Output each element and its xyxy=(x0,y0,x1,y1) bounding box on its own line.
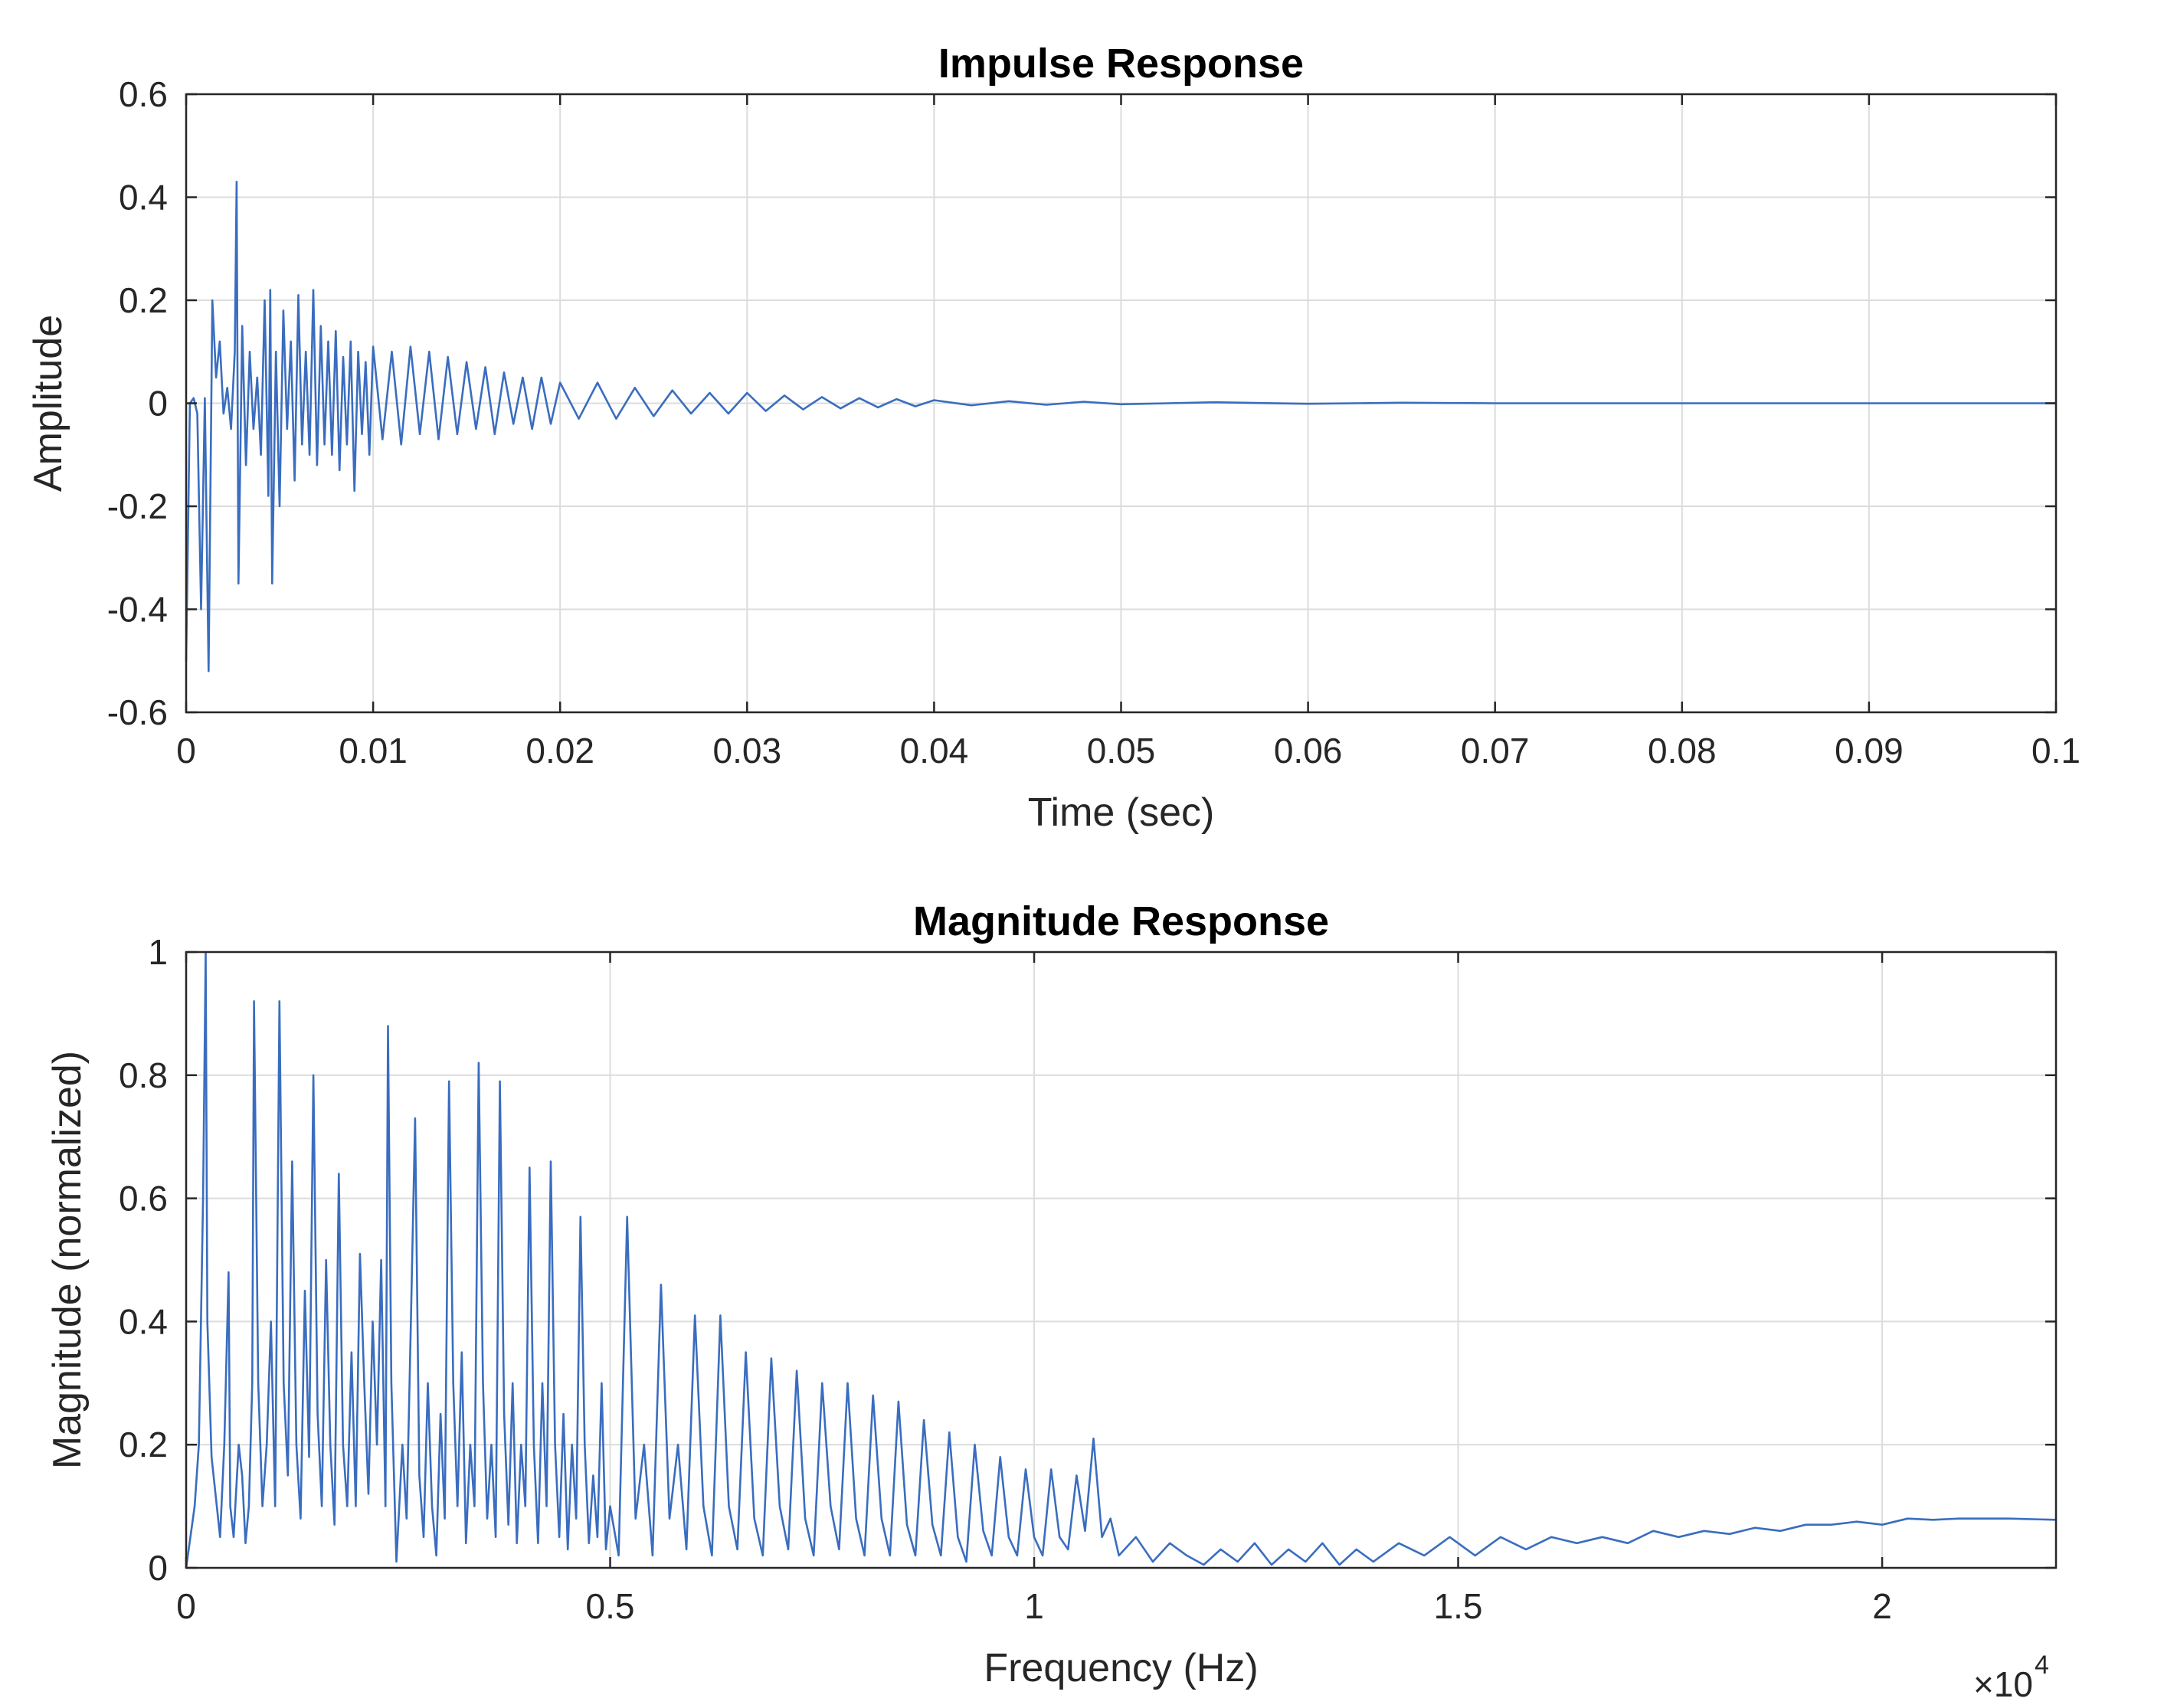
series-line xyxy=(185,181,2056,672)
x-exponent-power: 4 xyxy=(2035,1651,2049,1680)
y-tick-label: -0.2 xyxy=(107,486,168,526)
x-tick-label: 2 xyxy=(1872,1586,1892,1626)
y-axis-label: Magnitude (normalized) xyxy=(45,1051,90,1469)
x-tick-label: 1.5 xyxy=(1434,1586,1483,1626)
y-tick-label: 0.8 xyxy=(119,1055,168,1095)
y-tick-label: 0 xyxy=(148,384,168,424)
x-tick-label: 0 xyxy=(176,1586,196,1626)
y-tick-label: 0.2 xyxy=(119,280,168,320)
y-tick-label: 0.2 xyxy=(119,1425,168,1464)
x-tick-label: 0.06 xyxy=(1274,731,1343,771)
y-tick-label: -0.6 xyxy=(107,692,168,732)
y-tick-label: 1 xyxy=(148,932,168,972)
y-tick-label: -0.4 xyxy=(107,590,168,630)
x-tick-label: 0.05 xyxy=(1087,731,1156,771)
series-line xyxy=(185,951,2057,1569)
chart-title: Magnitude Response xyxy=(913,898,1329,944)
grid xyxy=(186,952,2056,1568)
x-tick-label: 1 xyxy=(1024,1586,1044,1626)
x-axis-label: Time (sec) xyxy=(1028,790,1215,835)
x-tick-label: 0 xyxy=(176,731,196,771)
x-tick-label: 0.04 xyxy=(900,731,969,771)
y-axis-label: Amplitude xyxy=(26,315,70,492)
x-axis-label: Frequency (Hz) xyxy=(984,1646,1258,1690)
axes-box xyxy=(185,951,2058,1569)
x-tick-label: 0.02 xyxy=(525,731,594,771)
x-tick-label: 0.03 xyxy=(713,731,782,771)
impulse-response-plot: 0 0.01 0.02 0.03 0.04 0.05 0.06 0.07 0.08 0.09 0.1… xyxy=(26,41,2081,835)
grid xyxy=(186,94,2056,712)
x-tick-label: 0.07 xyxy=(1461,731,1530,771)
y-tick-label: 0.6 xyxy=(119,74,168,114)
x-tick-label: 0.09 xyxy=(1835,731,1904,771)
x-exponent-label: ×10 xyxy=(1973,1664,2033,1704)
chart-title: Impulse Response xyxy=(938,41,1304,87)
x-tick-label: 0.08 xyxy=(1648,731,1717,771)
y-tick-label: 0 xyxy=(148,1548,168,1588)
y-tick-label: 0.6 xyxy=(119,1179,168,1219)
x-tick-label: 0.5 xyxy=(586,1586,635,1626)
magnitude-response-plot: 0 0.5 1 1.5 2 0 0.2 0.4 0.6 0.8 1 Magnitude Respons… xyxy=(45,898,2058,1704)
y-tick-label: 0.4 xyxy=(119,178,168,218)
y-tick-label: 0.4 xyxy=(119,1301,168,1341)
x-tick-label: 0.01 xyxy=(339,731,408,771)
x-tick-label: 0.1 xyxy=(2031,731,2081,771)
